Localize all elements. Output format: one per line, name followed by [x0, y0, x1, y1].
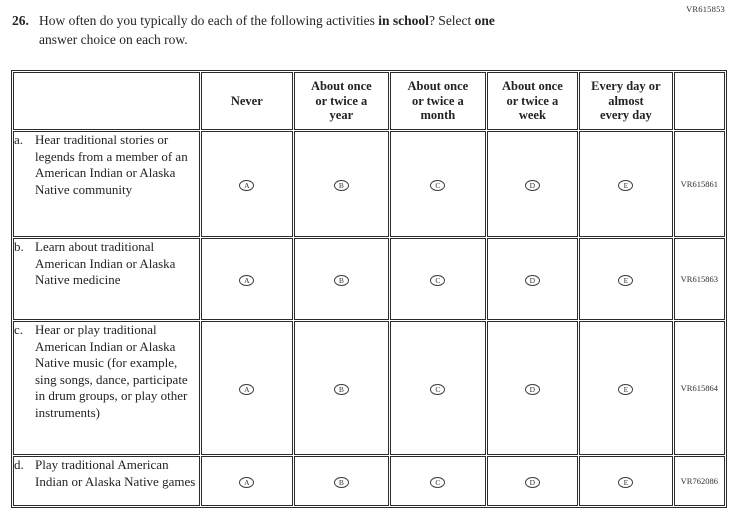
- row-code: VR615861: [673, 131, 725, 237]
- frequency-table: Never About once or twice a year About onc…: [11, 70, 727, 508]
- activity-cell: d. Play traditional American Indian or Al…: [13, 456, 201, 506]
- answer-cell-a: A: [201, 456, 293, 506]
- answer-bubble-d[interactable]: D: [524, 180, 540, 192]
- answer-bubble-a[interactable]: A: [239, 275, 255, 287]
- answer-bubble-b[interactable]: B: [333, 180, 349, 192]
- answer-bubble-d[interactable]: D: [524, 275, 540, 287]
- answer-bubble-c[interactable]: C: [430, 477, 446, 489]
- question-text: How often do you typically do each of th…: [39, 12, 495, 50]
- answer-bubble-e[interactable]: E: [618, 384, 634, 396]
- column-header-never: Never: [201, 72, 293, 130]
- answer-cell-e: E: [579, 238, 673, 320]
- row-code: VR762086: [673, 456, 725, 506]
- answer-bubble-b[interactable]: B: [333, 477, 349, 489]
- column-header-about-once-or-twice-a-month: About once or twice a month: [390, 72, 486, 130]
- question-block: 26. How often do you typically do each o…: [12, 12, 662, 50]
- activity-cell: a. Hear traditional stories or legends fr…: [13, 131, 201, 237]
- activity-text: Hear traditional stories or legends from…: [35, 132, 188, 197]
- row-letter-label: c.: [14, 322, 24, 337]
- question-line: How often do you typically do each of th…: [39, 13, 495, 28]
- activity-text: Play traditional American Indian or Alas…: [35, 457, 196, 489]
- answer-cell-c: C: [390, 456, 486, 506]
- answer-cell-d: D: [486, 321, 579, 455]
- answer-bubble-c[interactable]: C: [430, 275, 446, 287]
- answer-cell-e: E: [579, 456, 673, 506]
- answer-cell-e: E: [579, 321, 673, 455]
- column-header-blank: [13, 72, 201, 130]
- answer-bubble-d[interactable]: D: [524, 477, 540, 489]
- answer-cell-b: B: [293, 131, 390, 237]
- table-row: c. Hear or play traditional American Indi…: [13, 321, 725, 455]
- answer-cell-d: D: [486, 238, 579, 320]
- answer-bubble-b[interactable]: B: [333, 275, 349, 287]
- activity-text: Learn about traditional American Indian …: [35, 239, 176, 287]
- answer-cell-d: D: [486, 456, 579, 506]
- answer-bubble-e[interactable]: E: [618, 180, 634, 192]
- answer-bubble-c[interactable]: C: [430, 384, 446, 396]
- column-header-about-once-or-twice-a-year: About once or twice a year: [293, 72, 390, 130]
- form-code-top-right: VR615853: [686, 4, 725, 14]
- answer-bubble-a[interactable]: A: [239, 477, 255, 489]
- answer-cell-b: B: [293, 321, 390, 455]
- answer-bubble-d[interactable]: D: [524, 384, 540, 396]
- table-row: d. Play traditional American Indian or Al…: [13, 456, 725, 506]
- activity-text: Hear or play traditional American Indian…: [35, 322, 188, 420]
- question-number: 26.: [12, 13, 29, 28]
- answer-bubble-a[interactable]: A: [239, 384, 255, 396]
- answer-bubble-e[interactable]: E: [618, 275, 634, 287]
- table-row: a. Hear traditional stories or legends fr…: [13, 131, 725, 237]
- answer-cell-b: B: [293, 238, 390, 320]
- table-row: b. Learn about traditional American India…: [13, 238, 725, 320]
- row-letter-label: d.: [14, 457, 24, 472]
- answer-cell-c: C: [390, 321, 486, 455]
- answer-cell-b: B: [293, 456, 390, 506]
- column-header-about-once-or-twice-a-week: About once or twice a week: [486, 72, 579, 130]
- column-header-blank: [673, 72, 725, 130]
- activity-cell: b. Learn about traditional American India…: [13, 238, 201, 320]
- row-letter-label: b.: [14, 239, 24, 254]
- row-letter-label: a.: [14, 132, 24, 147]
- column-header-every-day-or-almost-every-day: Every day or almost every day: [579, 72, 673, 130]
- activity-cell: c. Hear or play traditional American Indi…: [13, 321, 201, 455]
- answer-bubble-a[interactable]: A: [239, 180, 255, 192]
- answer-cell-c: C: [390, 238, 486, 320]
- answer-cell-c: C: [390, 131, 486, 237]
- answer-cell-a: A: [201, 238, 293, 320]
- answer-bubble-e[interactable]: E: [618, 477, 634, 489]
- answer-cell-d: D: [486, 131, 579, 237]
- row-code: VR615863: [673, 238, 725, 320]
- answer-cell-e: E: [579, 131, 673, 237]
- answer-cell-a: A: [201, 321, 293, 455]
- answer-bubble-b[interactable]: B: [333, 384, 349, 396]
- question-line: answer choice on each row.: [39, 31, 188, 47]
- answer-cell-a: A: [201, 131, 293, 237]
- row-code: VR615864: [673, 321, 725, 455]
- answer-bubble-c[interactable]: C: [430, 180, 446, 192]
